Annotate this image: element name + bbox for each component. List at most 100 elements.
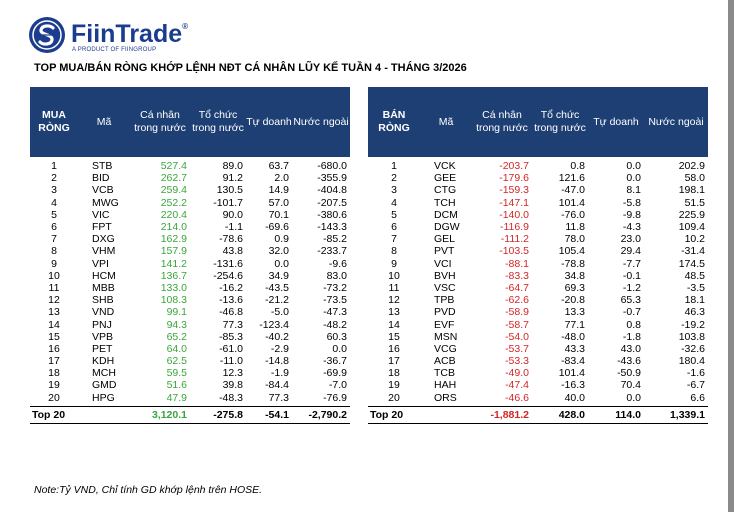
col-header-ticker: Mã — [420, 87, 472, 157]
cell-rank: 6 — [51, 221, 57, 234]
cell-proprietary: -43.6 — [617, 355, 641, 368]
cell-individual: -58.7 — [505, 318, 529, 331]
cell-ticker: MBB — [92, 281, 115, 294]
total-institution: -275.8 — [190, 405, 246, 424]
cell-individual: 527.4 — [160, 160, 187, 173]
total-proprietary: 114.0 — [588, 405, 644, 424]
cell-foreign: -36.7 — [323, 355, 347, 368]
cell-individual: -159.3 — [499, 184, 529, 197]
net-buy-total-row: Top 20 3,120.1 -275.8 -54.1 -2,790.2 — [30, 405, 350, 424]
cell-individual: 136.7 — [160, 269, 187, 282]
cell-rank: 3 — [51, 184, 57, 197]
net-sell-row: 12 TPB -62.6 -20.8 65.3 18.1 — [368, 294, 708, 306]
cell-proprietary: -14.8 — [265, 355, 289, 368]
cell-rank: 9 — [391, 257, 397, 270]
cell-institution: 121.6 — [558, 172, 585, 185]
cell-institution: -78.8 — [561, 257, 585, 270]
cell-proprietary: -1.2 — [622, 281, 641, 294]
net-sell-table: BÁN RÒNG Mã Cá nhân trong nước Tổ chức t… — [368, 87, 708, 424]
cell-foreign: -47.3 — [323, 306, 347, 319]
cell-institution: -47.0 — [561, 184, 585, 197]
cell-ticker: HAH — [434, 379, 457, 392]
cell-ticker: HCM — [92, 269, 116, 282]
cell-proprietary: -1.9 — [270, 367, 289, 380]
cell-foreign: 48.5 — [684, 269, 705, 282]
cell-foreign: 198.1 — [678, 184, 705, 197]
cell-foreign: -69.9 — [323, 367, 347, 380]
cell-rank: 17 — [388, 355, 400, 368]
cell-ticker: DXG — [92, 233, 115, 246]
cell-individual: -62.6 — [505, 294, 529, 307]
cell-individual: 252.2 — [160, 196, 187, 209]
cell-foreign: 103.8 — [678, 330, 705, 343]
cell-proprietary: -5.8 — [622, 196, 641, 209]
cell-individual: 141.2 — [160, 257, 187, 270]
cell-ticker: KDH — [92, 355, 115, 368]
cell-foreign: -233.7 — [317, 245, 347, 258]
cell-institution: 101.4 — [558, 367, 585, 380]
net-sell-row: 1 VCK -203.7 0.8 0.0 202.9 — [368, 157, 708, 172]
cell-proprietary: -69.6 — [265, 221, 289, 234]
cell-ticker: VHM — [92, 245, 116, 258]
cell-institution: 0.8 — [570, 160, 585, 173]
net-buy-row: 1 STB 527.4 89.0 63.7 -680.0 — [30, 157, 350, 172]
net-buy-header-row: MUA RÒNG Mã Cá nhân trong nước Tổ chức t… — [30, 87, 350, 157]
cell-institution: 69.3 — [564, 281, 585, 294]
cell-proprietary: -43.5 — [265, 281, 289, 294]
col-header-rank: MUA RÒNG — [30, 87, 78, 157]
cell-foreign: 51.5 — [684, 196, 705, 209]
cell-institution: 89.0 — [222, 160, 243, 173]
cell-individual: 51.6 — [166, 379, 187, 392]
cell-ticker: STB — [92, 160, 113, 173]
cell-foreign: 202.9 — [678, 160, 705, 173]
cell-individual: -140.0 — [499, 208, 529, 221]
cell-individual: -58.9 — [505, 306, 529, 319]
cell-ticker: VND — [92, 306, 115, 319]
net-sell-row: 3 CTG -159.3 -47.0 8.1 198.1 — [368, 184, 708, 196]
cell-proprietary: -21.2 — [265, 294, 289, 307]
cell-institution: 91.2 — [222, 172, 243, 185]
cell-proprietary: -84.4 — [265, 379, 289, 392]
cell-institution: -16.3 — [561, 379, 585, 392]
cell-institution: -16.2 — [219, 281, 243, 294]
cell-proprietary: 34.9 — [268, 269, 289, 282]
cell-individual: -47.4 — [505, 379, 529, 392]
col-header-individual: Cá nhân trong nước — [130, 87, 190, 157]
cell-institution: 105.4 — [558, 245, 585, 258]
cell-ticker: GEE — [434, 172, 457, 185]
cell-rank: 2 — [391, 172, 397, 185]
cell-proprietary: 29.4 — [620, 245, 641, 258]
cell-proprietary: 23.0 — [620, 233, 641, 246]
net-sell-row: 7 GEL -111.2 78.0 23.0 10.2 — [368, 233, 708, 245]
cell-institution: 43.8 — [222, 245, 243, 258]
net-sell-row: 16 VCG -53.7 43.3 43.0 -32.6 — [368, 343, 708, 355]
total-foreign: 1,339.1 — [644, 405, 708, 424]
cell-proprietary: -4.3 — [622, 221, 641, 234]
cell-individual: 133.0 — [160, 281, 187, 294]
cell-ticker: VSC — [434, 281, 456, 294]
cell-ticker: ORS — [434, 391, 457, 404]
cell-rank: 13 — [48, 306, 60, 319]
cell-ticker: CTG — [434, 184, 457, 197]
col-header-foreign: Nước ngoài — [644, 87, 708, 157]
cell-rank: 6 — [391, 221, 397, 234]
cell-individual: 94.3 — [166, 318, 187, 331]
cell-rank: 3 — [391, 184, 397, 197]
cell-foreign: -32.6 — [681, 342, 705, 355]
cell-foreign: 18.1 — [684, 294, 705, 307]
cell-individual: 214.0 — [160, 221, 187, 234]
total-individual: -1,881.2 — [472, 405, 532, 424]
cell-ticker: TPB — [434, 294, 455, 307]
cell-rank: 5 — [391, 208, 397, 221]
net-sell-total-row: Top 20 -1,881.2 428.0 114.0 1,339.1 — [368, 405, 708, 424]
cell-foreign: 109.4 — [678, 221, 705, 234]
cell-individual: -83.3 — [505, 269, 529, 282]
cell-ticker: VCB — [92, 184, 114, 197]
net-buy-row: 11 MBB 133.0 -16.2 -43.5 -73.2 — [30, 282, 350, 294]
cell-institution: -254.6 — [213, 269, 243, 282]
cell-foreign: -143.3 — [317, 221, 347, 234]
net-buy-row: 20 HPG 47.9 -48.3 77.3 -76.9 — [30, 392, 350, 407]
cell-rank: 17 — [48, 355, 60, 368]
report-title: TOP MUA/BÁN RÒNG KHỚP LỆNH NĐT CÁ NHÂN L… — [34, 62, 467, 74]
cell-individual: -53.3 — [505, 355, 529, 368]
